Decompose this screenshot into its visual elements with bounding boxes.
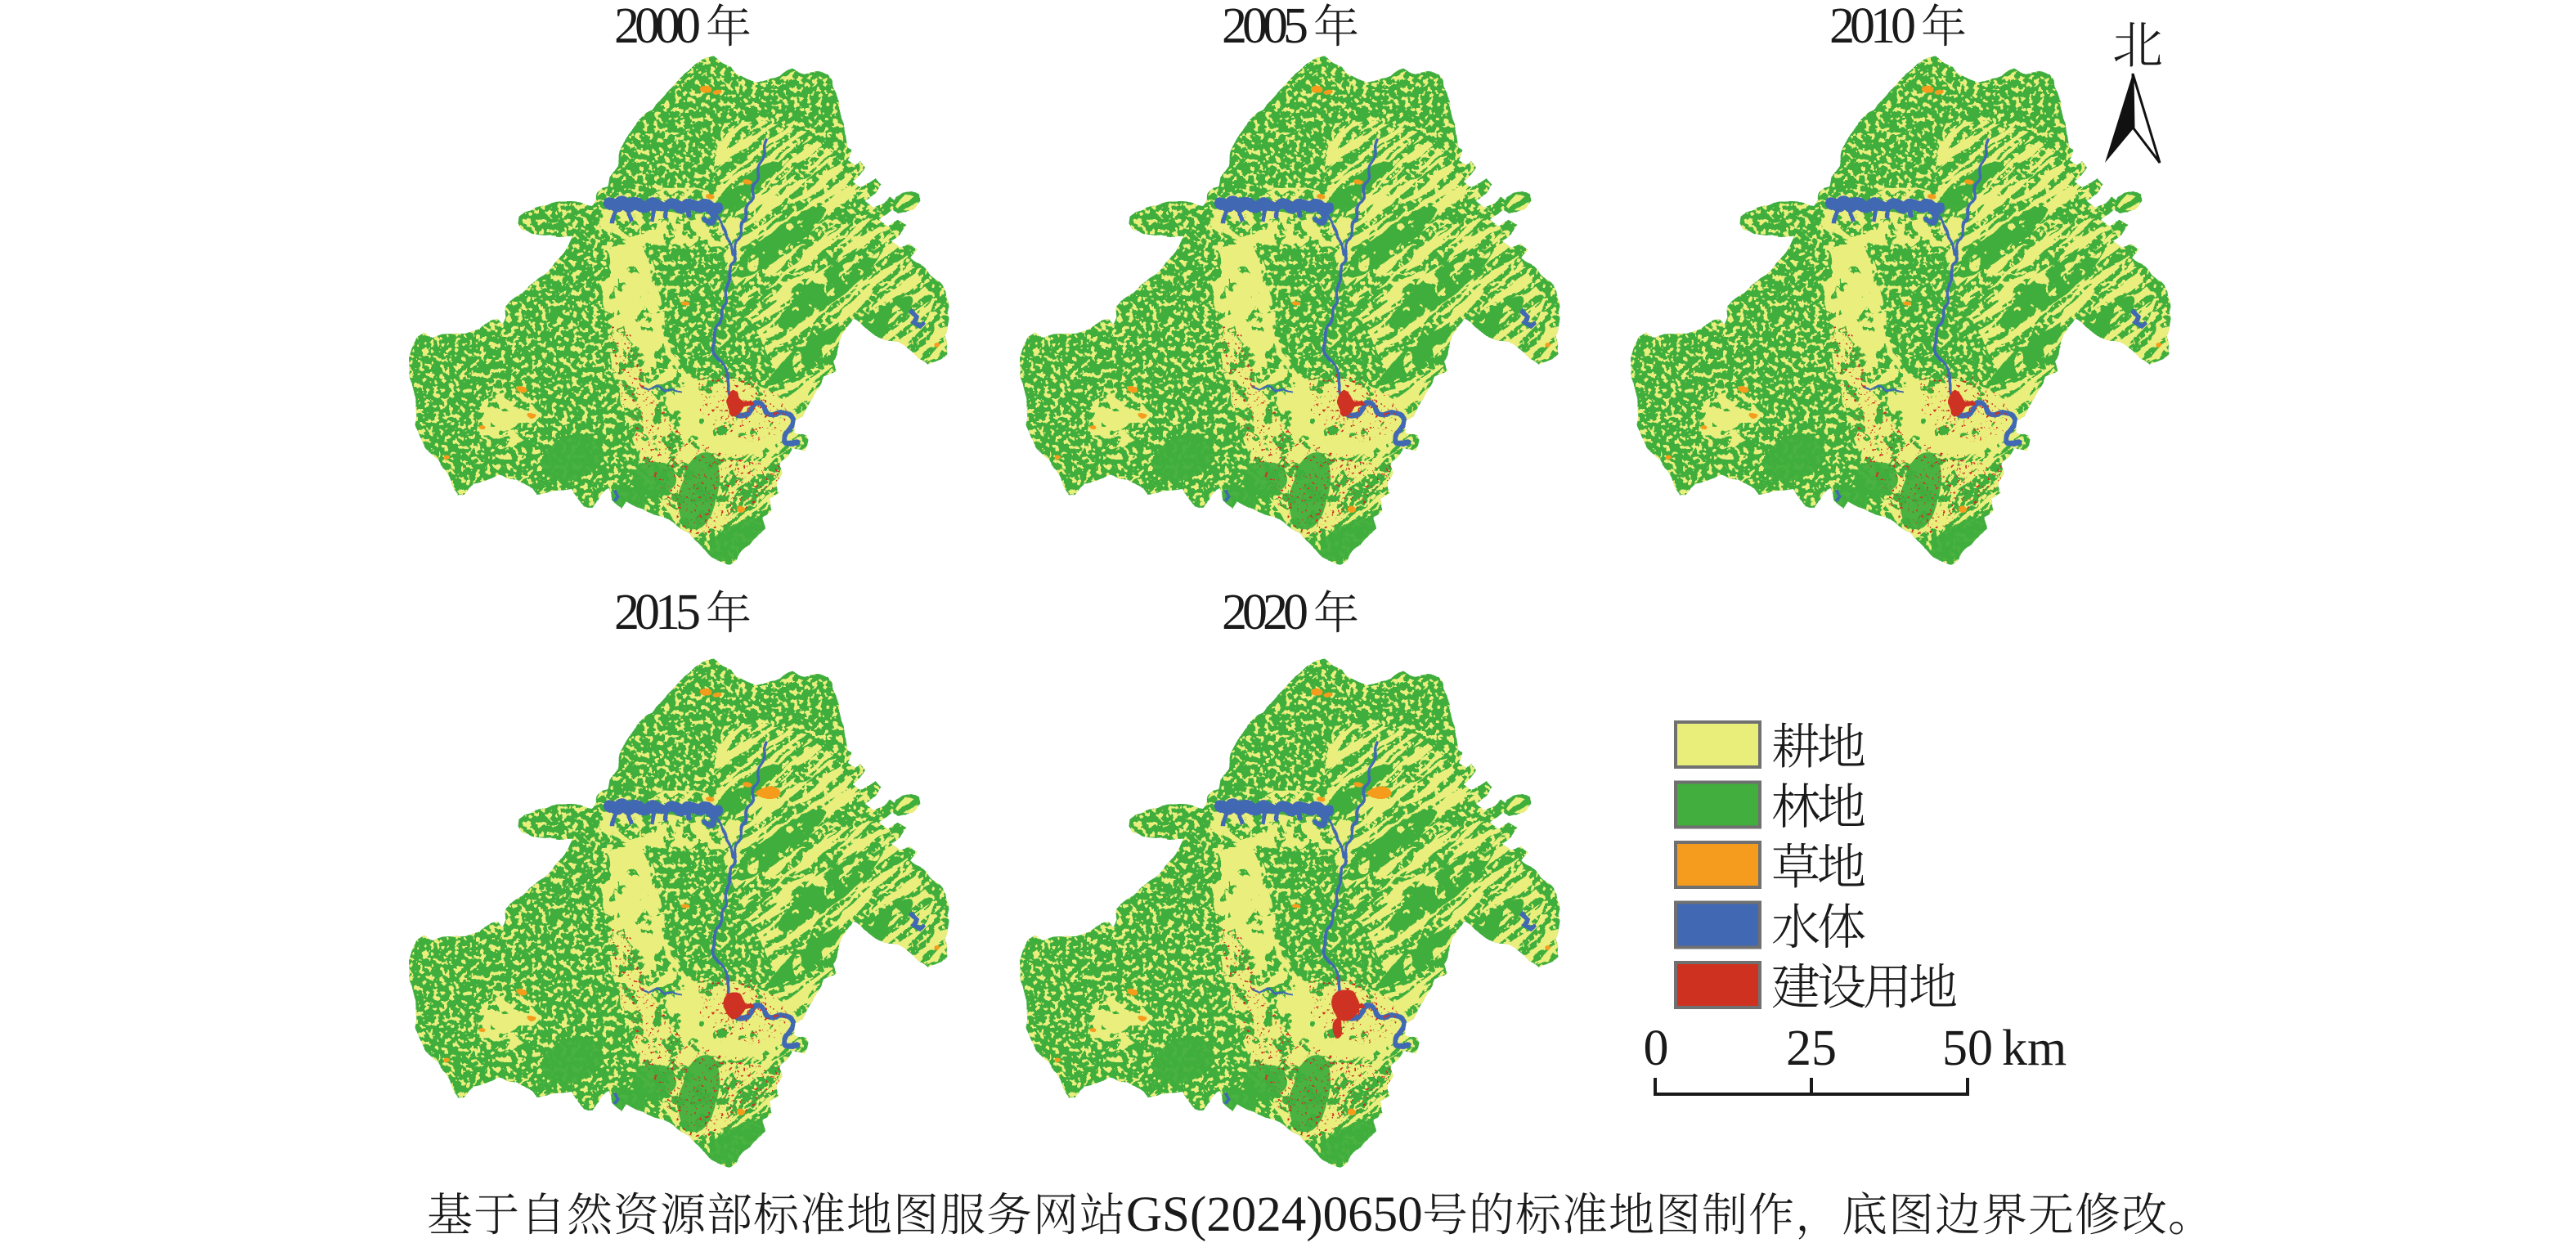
svg-text:0: 0	[1644, 1021, 1669, 1076]
svg-text:GS(2024)0650: GS(2024)0650	[1126, 1187, 1423, 1242]
svg-text:km: km	[2002, 1021, 2067, 1076]
svg-text:2005: 2005	[1222, 0, 1308, 54]
svg-text:2000: 2000	[614, 0, 701, 54]
svg-text:2020: 2020	[1222, 585, 1308, 640]
svg-text:2010: 2010	[1829, 0, 1916, 54]
svg-text:50: 50	[1942, 1021, 1993, 1076]
svg-text:25: 25	[1786, 1021, 1837, 1076]
svg-text:2015: 2015	[614, 585, 701, 640]
